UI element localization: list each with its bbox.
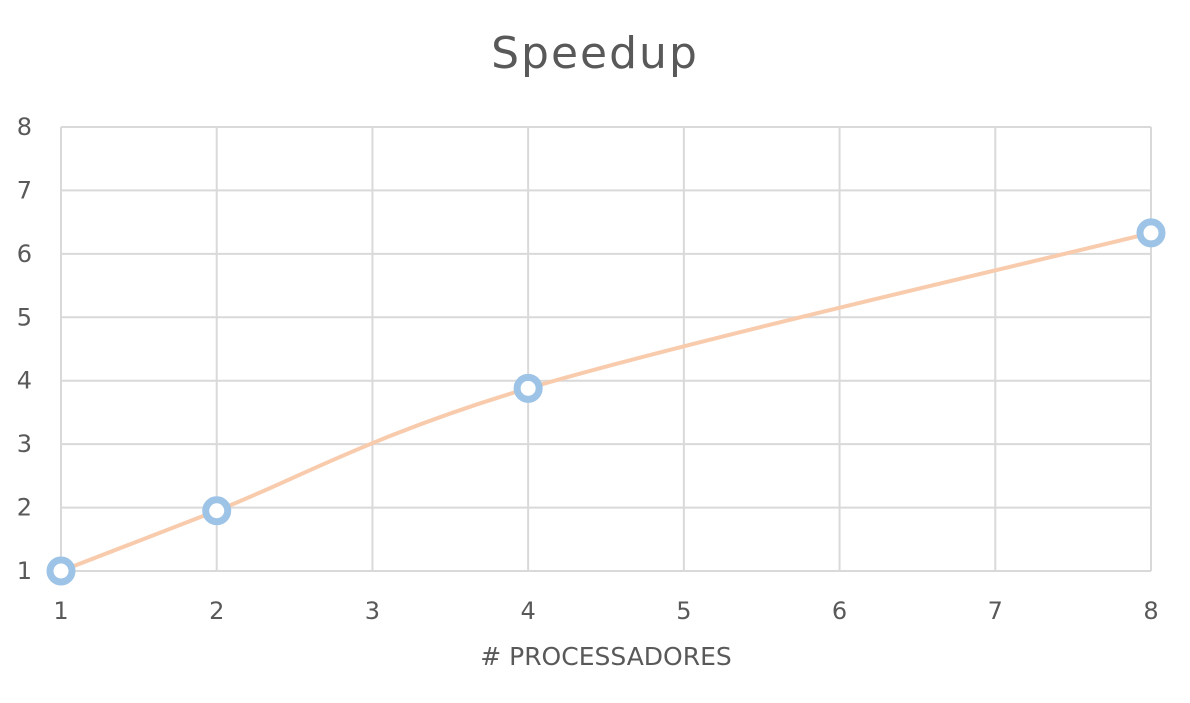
y-tick-label: 5	[17, 303, 32, 331]
x-tick-label: 6	[832, 597, 847, 625]
x-tick-label: 8	[1143, 597, 1158, 625]
data-point	[1136, 218, 1166, 248]
y-tick-label: 1	[17, 557, 32, 585]
chart-title: Speedup	[491, 28, 699, 79]
data-point	[202, 496, 232, 526]
x-tick-label: 4	[521, 597, 536, 625]
x-tick-label: 7	[988, 597, 1003, 625]
y-tick-label: 6	[17, 240, 32, 268]
x-tick-label: 3	[365, 597, 380, 625]
y-tick-label: 7	[17, 176, 32, 204]
data-point	[513, 373, 543, 403]
x-tick-label: 5	[676, 597, 691, 625]
y-tick-label: 4	[17, 367, 32, 395]
y-tick-label: 2	[17, 494, 32, 522]
x-tick-label: 2	[209, 597, 224, 625]
data-point	[46, 556, 76, 586]
y-tick-label: 8	[17, 113, 32, 141]
gridlines	[60, 126, 1152, 572]
series-line	[59, 230, 1153, 573]
y-tick-label: 3	[17, 430, 32, 458]
x-tick-label: 1	[53, 597, 68, 625]
x-axis-title: # PROCESSADORES	[480, 642, 732, 671]
